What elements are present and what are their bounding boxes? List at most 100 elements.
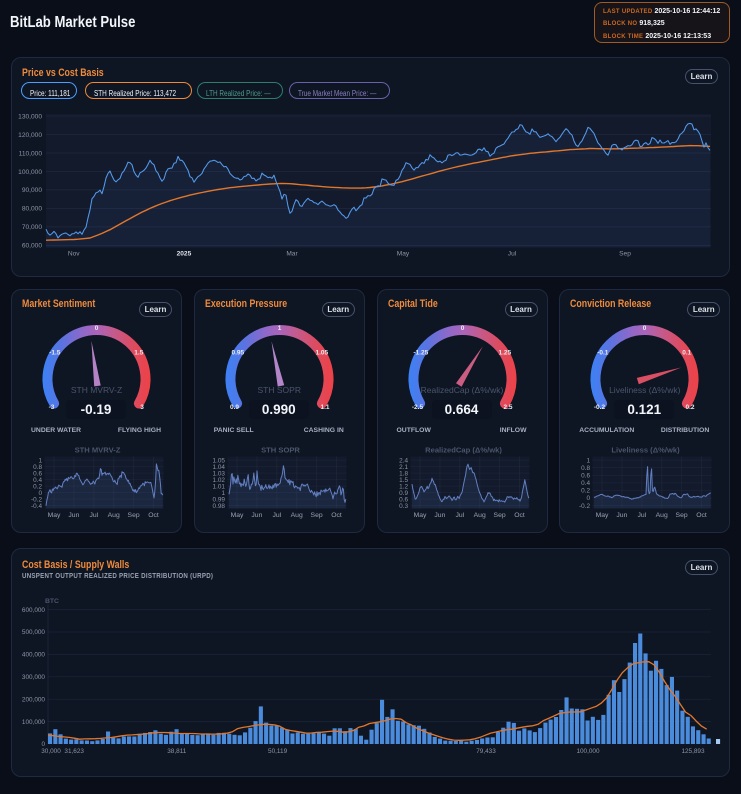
svg-text:100,000: 100,000 [576,748,600,755]
svg-text:Mar: Mar [286,251,298,258]
svg-text:1.2: 1.2 [399,483,408,490]
svg-text:0: 0 [95,325,99,332]
svg-text:Sep: Sep [310,512,322,519]
svg-text:Aug: Aug [656,512,668,519]
svg-text:May: May [48,512,61,519]
svg-text:130,000: 130,000 [18,113,42,120]
svg-text:100,000: 100,000 [18,169,42,176]
svg-text:100,000: 100,000 [22,719,46,726]
svg-text:50,119: 50,119 [268,748,288,755]
svg-text:Aug: Aug [108,512,120,519]
svg-text:0.8: 0.8 [581,465,590,472]
svg-text:0.2: 0.2 [33,483,42,490]
svg-text:38,811: 38,811 [167,748,187,755]
svg-text:0.4: 0.4 [581,480,590,487]
svg-text:0: 0 [587,495,591,502]
svg-text:0.95: 0.95 [231,350,244,357]
svg-text:90,000: 90,000 [22,187,43,194]
svg-text:0.1: 0.1 [683,350,692,357]
svg-text:500,000: 500,000 [22,629,46,636]
svg-text:110,000: 110,000 [19,150,43,157]
svg-text:1.02: 1.02 [212,477,225,484]
svg-text:RealizedCap (Δ%/wk): RealizedCap (Δ%/wk) [425,446,502,455]
svg-text:Oct: Oct [514,512,525,519]
svg-text:Jun: Jun [617,512,628,519]
svg-text:1: 1 [587,457,591,464]
svg-text:Jul: Jul [638,512,647,519]
svg-text:1.25: 1.25 [498,350,511,357]
svg-text:-3: -3 [49,404,55,411]
svg-text:30,000: 30,000 [41,748,61,755]
svg-text:Liveliness (Δ%/wk): Liveliness (Δ%/wk) [612,446,681,455]
svg-text:1.5: 1.5 [134,350,143,357]
svg-text:Jun: Jun [434,512,445,519]
svg-text:May: May [230,512,243,519]
svg-text:1.05: 1.05 [315,350,328,357]
svg-text:0.2: 0.2 [581,488,590,495]
svg-text:May: May [413,512,426,519]
svg-text:Oct: Oct [331,512,342,519]
svg-text:0: 0 [41,741,45,748]
svg-text:Jul: Jul [272,512,281,519]
svg-text:-1.5: -1.5 [49,350,61,357]
svg-text:1.04: 1.04 [212,464,225,471]
svg-text:0.6: 0.6 [581,473,590,480]
svg-text:Oct: Oct [148,512,159,519]
svg-text:STH SOPR: STH SOPR [261,446,300,455]
svg-text:0.4: 0.4 [33,477,42,484]
svg-text:May: May [596,512,609,519]
svg-text:Jun: Jun [68,512,79,519]
svg-text:0.98: 0.98 [212,503,225,510]
svg-text:-1.25: -1.25 [413,350,428,357]
svg-text:-0.2: -0.2 [594,404,606,411]
svg-text:0.99: 0.99 [212,496,225,503]
svg-text:3: 3 [140,404,144,411]
svg-text:0.6: 0.6 [399,496,408,503]
svg-text:0.2: 0.2 [686,404,695,411]
svg-text:2.4: 2.4 [399,457,408,464]
svg-text:2025: 2025 [177,251,192,258]
svg-text:200,000: 200,000 [22,696,46,703]
svg-text:Sep: Sep [676,512,688,519]
svg-text:0.3: 0.3 [399,503,408,510]
svg-text:1: 1 [277,325,281,332]
svg-text:Jul: Jul [455,512,464,519]
svg-text:-0.2: -0.2 [31,496,42,503]
svg-text:STH MVRV-Z: STH MVRV-Z [75,446,121,455]
svg-text:125,893: 125,893 [681,748,705,755]
svg-text:0.9: 0.9 [399,490,408,497]
svg-text:1.1: 1.1 [320,404,329,411]
svg-text:0.9: 0.9 [230,404,239,411]
svg-text:400,000: 400,000 [22,652,46,659]
svg-text:70,000: 70,000 [22,224,43,231]
svg-text:Jul: Jul [89,512,98,519]
svg-text:600,000: 600,000 [22,607,46,614]
svg-text:1.01: 1.01 [212,483,225,490]
svg-text:60,000: 60,000 [22,243,43,250]
svg-text:-0.4: -0.4 [31,503,42,510]
svg-text:Sep: Sep [619,251,631,258]
svg-text:1: 1 [221,490,225,497]
svg-text:Sep: Sep [128,512,140,519]
svg-text:1.05: 1.05 [212,457,225,464]
svg-text:120,000: 120,000 [18,132,42,139]
svg-text:-0.1: -0.1 [597,350,609,357]
svg-text:1: 1 [38,457,42,464]
svg-text:1.8: 1.8 [399,470,408,477]
svg-text:79,433: 79,433 [476,748,496,755]
svg-text:2.5: 2.5 [503,404,512,411]
svg-text:0: 0 [38,490,42,497]
svg-text:May: May [397,251,410,258]
svg-text:Jun: Jun [251,512,262,519]
svg-text:Oct: Oct [696,512,707,519]
svg-text:31,623: 31,623 [64,748,84,755]
svg-text:0.8: 0.8 [33,464,42,471]
svg-text:2.1: 2.1 [399,464,408,471]
svg-text:-2.5: -2.5 [411,404,423,411]
svg-text:Aug: Aug [473,512,485,519]
svg-text:-0.2: -0.2 [579,503,590,510]
svg-text:1.5: 1.5 [399,477,408,484]
svg-text:0.6: 0.6 [33,470,42,477]
svg-text:Sep: Sep [493,512,505,519]
svg-text:1.03: 1.03 [212,470,225,477]
